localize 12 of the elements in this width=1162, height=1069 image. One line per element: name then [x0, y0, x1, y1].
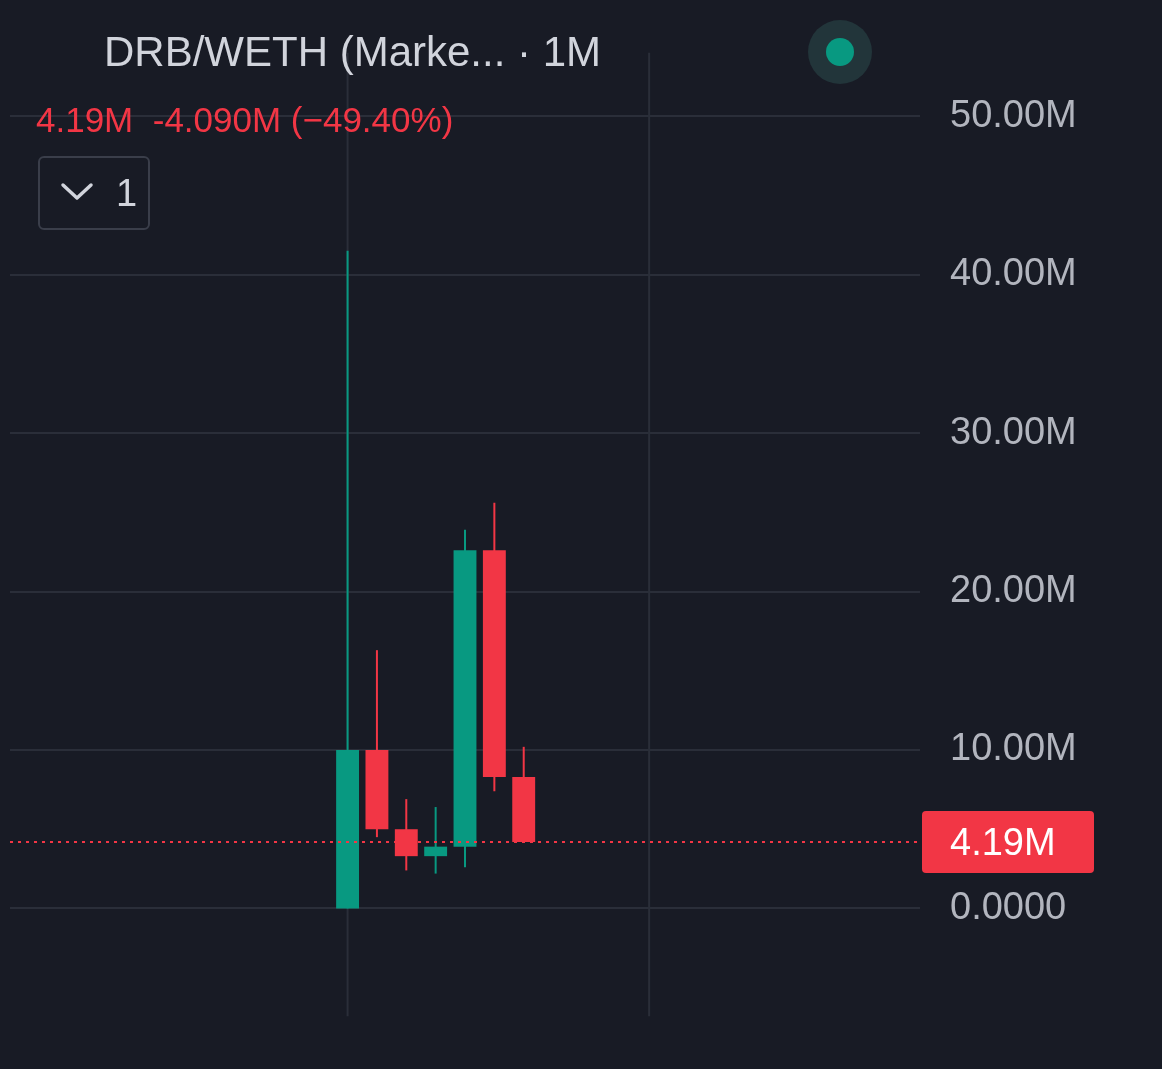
- annotation: 1: [116, 172, 138, 215]
- y-tick-label: 0.0000: [950, 884, 1067, 927]
- y-tick-label: 10.00M: [950, 726, 1077, 769]
- ref-line-label: 4.19M: [950, 820, 1056, 863]
- text: 4.19M -4.090M (−49.40%): [36, 100, 454, 140]
- y-tick-label: 20.00M: [950, 568, 1077, 611]
- y-tick-label: 50.00M: [950, 92, 1077, 135]
- y-tick-label: 40.00M: [950, 251, 1077, 294]
- dropdown-button: 1: [38, 156, 150, 230]
- y-tick-label: 30.00M: [950, 409, 1077, 452]
- chart-title: DRB/WETH (Marke... · 1M: [104, 28, 602, 76]
- candlestick: [424, 806, 448, 875]
